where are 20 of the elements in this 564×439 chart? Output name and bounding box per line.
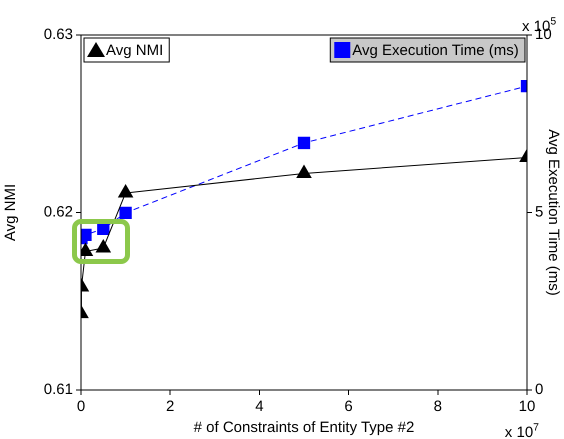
x-tick-label: 6: [344, 398, 353, 416]
x-tick-label: 2: [166, 398, 174, 416]
x-tick-label: 0: [76, 398, 86, 416]
point: [119, 206, 132, 220]
legend-label: Avg NMI: [106, 42, 164, 60]
y-tick-label: 0.61: [44, 381, 73, 398]
y2-tick-label: 5: [535, 204, 544, 221]
point: [298, 136, 310, 150]
point: [97, 222, 110, 235]
y-axis-title: Avg NMI: [2, 184, 20, 242]
y2-axis-title: Avg Execution Time (ms): [544, 129, 562, 296]
y2-tick-label: 0: [535, 381, 544, 398]
x-tick-label: 10: [518, 398, 536, 416]
point: [81, 228, 92, 242]
x-axis-title: # of Constraints of Entity Type #2: [194, 419, 414, 436]
x-tick-label: 8: [434, 398, 442, 416]
legend-label: Avg Execution Time (ms): [352, 42, 519, 60]
x-tick-label: 4: [255, 398, 264, 416]
y-tick-label: 0.62: [44, 204, 73, 221]
y-tick-label: 0.63: [44, 26, 73, 44]
